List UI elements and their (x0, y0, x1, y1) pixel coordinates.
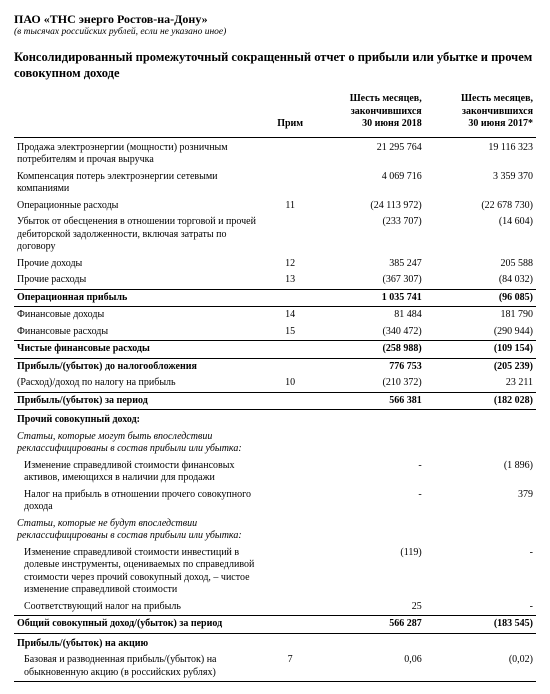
table-row: Изменение справедливой стоимости инвести… (14, 545, 536, 599)
table-row: Продажа электроэнергии (мощности) рознич… (14, 140, 536, 169)
units-note: (в тысячах российских рублей, если не ук… (14, 27, 536, 39)
table-row: Базовая и разводненная прибыль/(убыток) … (14, 652, 536, 682)
col-header-2017: Шесть месяцев, закончившихся 30 июня 201… (425, 91, 536, 133)
table-row: Финансовые доходы 14 81 484 181 790 (14, 307, 536, 324)
table-row: Прочие доходы 12 385 247 205 588 (14, 256, 536, 273)
table-row: (Расход)/доход по налогу на прибыль 10 (… (14, 375, 536, 392)
table-row: Чистые финансовые расходы (258 988) (109… (14, 341, 536, 359)
table-row: Прочие расходы 13 (367 307) (84 032) (14, 272, 536, 289)
table-row: Операционная прибыль 1 035 741 (96 085) (14, 289, 536, 307)
table-row: Прибыль/(убыток) за период 566 381 (182 … (14, 392, 536, 410)
income-statement-table: Прим Шесть месяцев, закончившихся 30 июн… (14, 91, 536, 682)
table-row: Финансовые расходы 15 (340 472) (290 944… (14, 324, 536, 341)
table-row: Изменение справедливой стоимости финансо… (14, 458, 536, 487)
table-row: Статьи, которые могут быть впоследствии … (14, 429, 536, 458)
company-name: ПАО «ТНС энерго Ростов-на-Дону» (14, 12, 536, 27)
table-row: Убыток от обесценения в отношении торгов… (14, 214, 536, 256)
table-row: Прибыль/(убыток) на акцию (14, 636, 536, 653)
table-row: Операционные расходы 11 (24 113 972) (22… (14, 198, 536, 215)
table-row: Статьи, которые не будут впоследствии ре… (14, 516, 536, 545)
report-title: Консолидированный промежуточный сокращен… (14, 49, 536, 82)
table-row: Прочий совокупный доход: (14, 412, 536, 429)
col-header-note: Прим (267, 91, 314, 133)
table-row: Прибыль/(убыток) до налогообложения 776 … (14, 358, 536, 375)
table-row: Соответствующий налог на прибыль 25 - (14, 599, 536, 616)
table-row: Компенсация потерь электроэнергии сетевы… (14, 169, 536, 198)
table-row: Общий совокупный доход/(убыток) за перио… (14, 616, 536, 634)
table-row: Налог на прибыль в отношении прочего сов… (14, 487, 536, 516)
col-header-2018: Шесть месяцев, закончившихся 30 июня 201… (313, 91, 424, 133)
